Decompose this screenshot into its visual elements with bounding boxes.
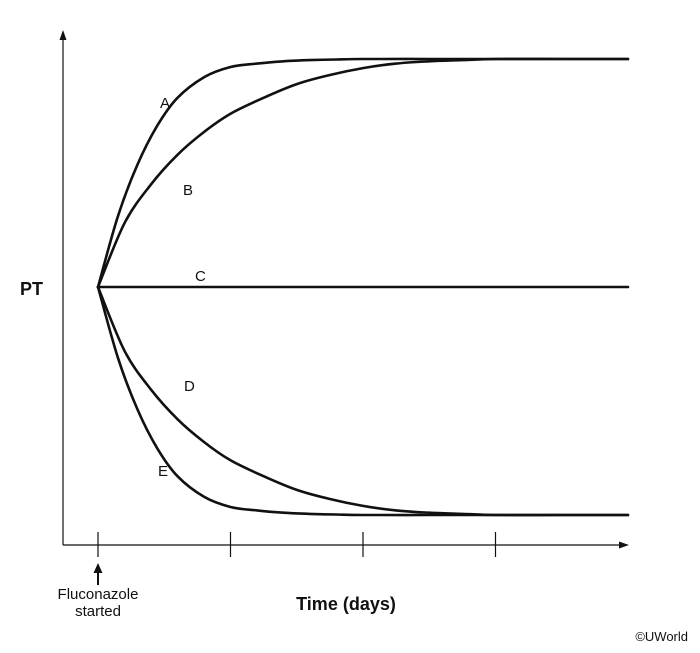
curves — [96, 57, 630, 517]
x-axis-label: Time (days) — [296, 594, 396, 614]
fluconazole-annotation: Fluconazole started — [58, 586, 139, 620]
y-axis-arrowhead — [59, 30, 67, 40]
curve-d — [96, 285, 630, 517]
copyright-credit: ©UWorld — [635, 629, 688, 644]
x-axis-arrowhead — [619, 541, 629, 549]
curve-e — [96, 285, 630, 517]
y-axis-label: PT — [20, 279, 43, 299]
curve-labels: A B C D E — [158, 95, 206, 480]
curve-label-c: C — [195, 268, 206, 285]
curve-b — [96, 57, 630, 289]
annotation-arrow-icon — [93, 563, 103, 573]
x-ticks — [97, 532, 497, 557]
curve-a — [96, 57, 630, 289]
curve-label-e: E — [158, 463, 168, 480]
curve-label-d: D — [184, 378, 195, 395]
curve-label-a: A — [160, 95, 170, 112]
curve-label-b: B — [183, 182, 193, 199]
